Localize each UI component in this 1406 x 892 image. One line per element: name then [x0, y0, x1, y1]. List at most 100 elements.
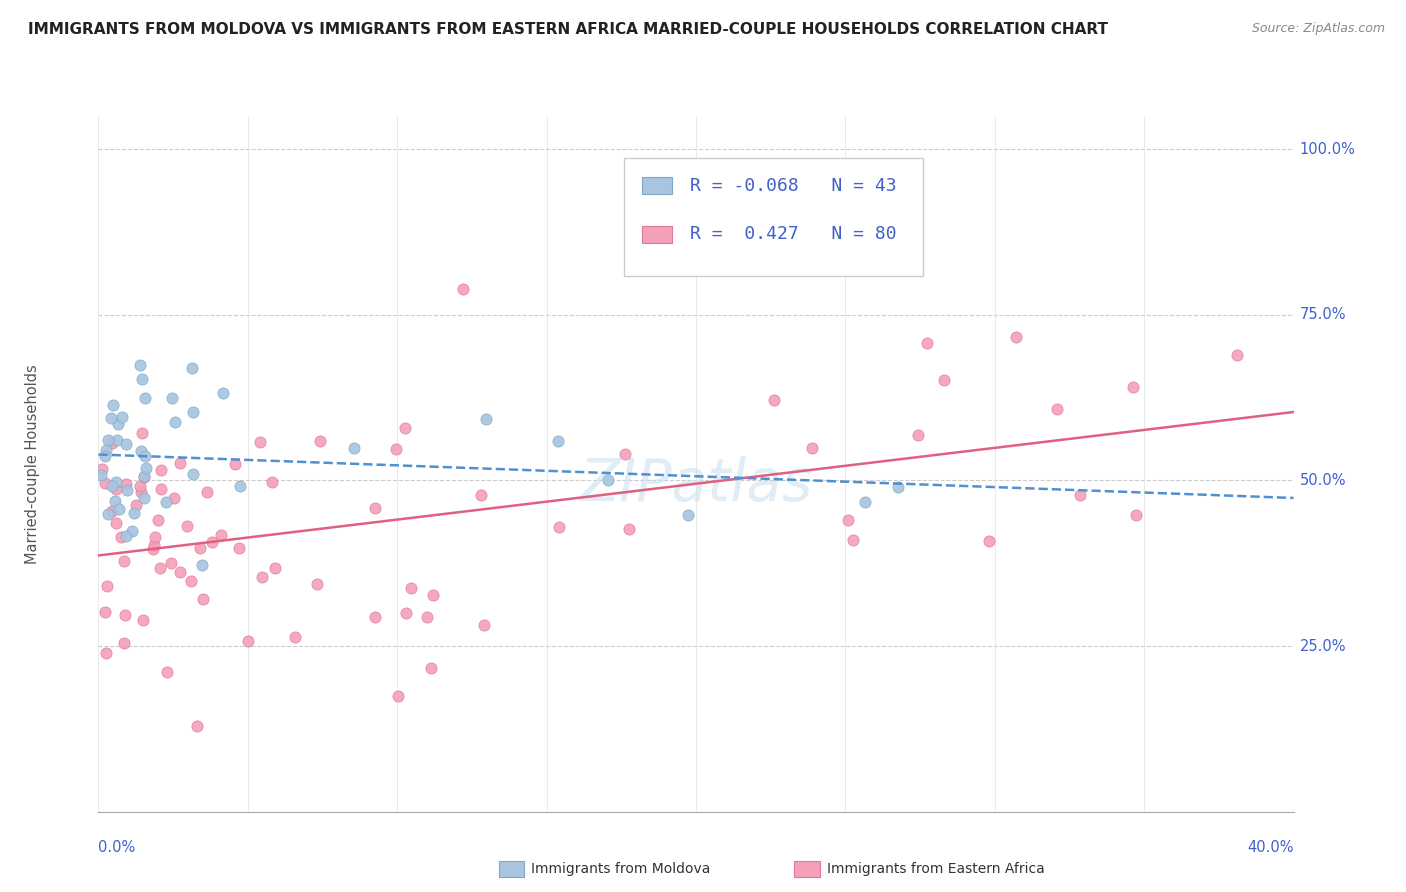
Point	[91, 462, 114, 476]
Point	[263, 561, 285, 575]
Point	[103, 398, 125, 412]
Point	[103, 493, 125, 508]
Point	[422, 588, 444, 602]
Point	[387, 690, 409, 704]
Point	[146, 513, 169, 527]
Point	[134, 450, 156, 464]
Point	[475, 412, 498, 426]
Point	[129, 444, 152, 458]
Point	[150, 463, 173, 477]
Point	[131, 485, 153, 500]
Point	[186, 718, 208, 732]
Point	[596, 474, 619, 488]
Point	[853, 495, 876, 509]
Text: Married-couple Households: Married-couple Households	[25, 364, 41, 564]
Point	[676, 508, 699, 522]
Point	[841, 533, 863, 548]
Point	[129, 479, 152, 493]
Text: ZIPatlas: ZIPatlas	[579, 456, 813, 513]
Point	[209, 528, 232, 542]
Point	[94, 449, 117, 463]
Point	[399, 581, 422, 595]
Point	[108, 502, 131, 516]
Point	[308, 434, 330, 449]
Point	[169, 457, 191, 471]
Point	[181, 405, 204, 419]
Point	[762, 392, 785, 407]
Point	[470, 488, 492, 502]
Point	[180, 574, 202, 588]
Point	[1225, 348, 1247, 362]
Point	[121, 524, 143, 538]
Text: IMMIGRANTS FROM MOLDOVA VS IMMIGRANTS FROM EASTERN AFRICA MARRIED-COUPLE HOUSEHO: IMMIGRANTS FROM MOLDOVA VS IMMIGRANTS FR…	[28, 22, 1108, 37]
Text: 50.0%: 50.0%	[1299, 473, 1346, 488]
Point	[100, 410, 122, 425]
Point	[105, 475, 128, 490]
Point	[97, 507, 120, 521]
Point	[907, 427, 929, 442]
Point	[188, 541, 211, 555]
Point	[100, 436, 122, 450]
Text: 100.0%: 100.0%	[1299, 142, 1355, 157]
Point	[163, 415, 186, 429]
Point	[94, 646, 117, 660]
Point	[385, 442, 408, 457]
Point	[229, 479, 252, 493]
Point	[394, 607, 416, 621]
Point	[201, 534, 224, 549]
Point	[191, 591, 214, 606]
Point	[163, 491, 186, 505]
Point	[416, 609, 439, 624]
Point	[260, 475, 283, 489]
Text: Source: ZipAtlas.com: Source: ZipAtlas.com	[1251, 22, 1385, 36]
Point	[224, 457, 246, 471]
FancyBboxPatch shape	[624, 158, 922, 276]
Point	[1005, 330, 1028, 344]
Point	[156, 665, 179, 680]
Text: R =  0.427   N = 80: R = 0.427 N = 80	[690, 226, 897, 244]
Point	[228, 541, 250, 555]
Point	[110, 530, 132, 544]
Point	[250, 569, 273, 583]
Point	[149, 482, 172, 496]
Point	[283, 630, 305, 644]
Bar	[643, 177, 672, 194]
Point	[977, 534, 1000, 549]
Point	[159, 556, 181, 570]
Point	[614, 447, 637, 461]
Point	[143, 530, 166, 544]
Point	[191, 558, 214, 573]
Point	[142, 542, 165, 557]
Point	[125, 498, 148, 512]
Point	[93, 605, 115, 619]
Point	[114, 529, 136, 543]
Bar	[643, 226, 672, 243]
Point	[128, 358, 150, 372]
Point	[547, 434, 569, 448]
Point	[149, 561, 172, 575]
Text: Immigrants from Eastern Africa: Immigrants from Eastern Africa	[827, 862, 1045, 876]
Text: 75.0%: 75.0%	[1299, 307, 1346, 322]
Point	[143, 538, 166, 552]
Point	[134, 392, 156, 406]
Point	[132, 613, 155, 627]
Point	[837, 513, 859, 527]
Point	[101, 478, 124, 492]
Point	[180, 361, 202, 376]
Text: Immigrants from Moldova: Immigrants from Moldova	[531, 862, 711, 876]
Point	[394, 421, 416, 435]
Point	[451, 282, 474, 296]
Point	[107, 417, 129, 431]
Point	[1125, 508, 1147, 522]
Point	[132, 468, 155, 483]
Point	[249, 435, 271, 450]
Point	[114, 437, 136, 451]
Point	[176, 518, 198, 533]
Point	[134, 491, 156, 506]
Point	[238, 633, 260, 648]
Text: R = -0.068   N = 43: R = -0.068 N = 43	[690, 177, 897, 194]
Point	[112, 636, 135, 650]
Point	[155, 495, 177, 509]
Point	[800, 441, 823, 455]
Point	[160, 392, 183, 406]
